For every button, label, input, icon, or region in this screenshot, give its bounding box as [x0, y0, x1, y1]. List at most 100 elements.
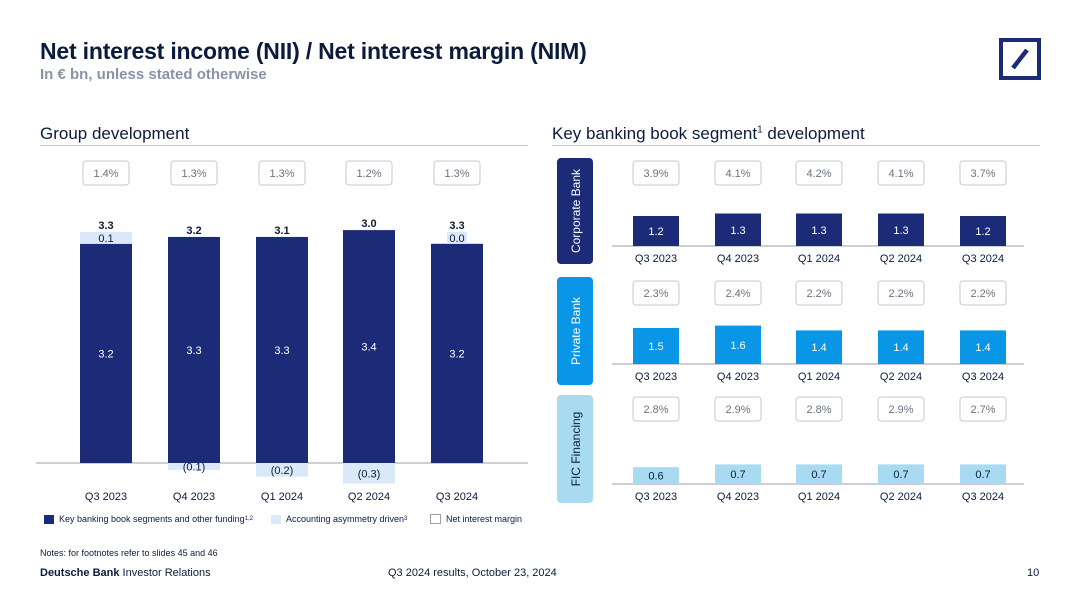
footer-brand: Deutsche Bank Investor Relations	[40, 567, 211, 579]
private-bank-bar-label: 1.4	[811, 342, 826, 354]
private-bank-x-tick-label: Q3 2023	[635, 371, 677, 383]
group-section-title: Group development	[40, 124, 190, 143]
private-bank-nim-label-box	[959, 280, 1007, 306]
private-bank-nim-label: 2.3%	[643, 288, 668, 300]
group-bar-segments	[256, 236, 308, 463]
fic-financing-bar-label: 0.6	[648, 471, 663, 483]
group-bar-segments	[168, 236, 220, 463]
fic-financing-bar-label: 0.7	[811, 469, 826, 481]
group-nim-label: 1.4%	[93, 168, 118, 180]
corporate-bank-nim-label: 3.9%	[643, 168, 668, 180]
group-bar-segments	[343, 230, 395, 463]
group-bar-asymmetry-label: (0.1)	[183, 461, 206, 473]
corporate-bank-x-tick-label: Q3 2023	[635, 253, 677, 265]
corporate-bank-bar	[715, 213, 761, 246]
fic-financing-nim-label-box	[632, 396, 680, 422]
private-bank-bar-label: 1.4	[893, 342, 908, 354]
fic-financing-bar-label: 0.7	[730, 469, 745, 481]
corporate-bank-bar-label: 1.2	[975, 226, 990, 238]
group-nim-label: 1.3%	[181, 168, 206, 180]
group-bar-segments-label: 3.3	[186, 345, 201, 357]
private-bank-x-tick-label: Q4 2023	[717, 371, 759, 383]
group-bar-segments-label: 3.2	[449, 348, 464, 360]
group-nim-label: 1.2%	[356, 168, 381, 180]
fic-financing-nim-label: 2.7%	[970, 404, 995, 416]
footer-date: Q3 2024 results, October 23, 2024	[388, 567, 557, 579]
corporate-bank-bar-label: 1.3	[811, 225, 826, 237]
page-title: Net interest income (NII) / Net interest…	[40, 38, 587, 64]
fic-financing-nim-label: 2.9%	[888, 404, 913, 416]
corporate-bank-tab-label: Corporate Bank	[569, 168, 583, 253]
private-bank-x-tick-label: Q2 2024	[880, 371, 922, 383]
group-x-tick-label: Q2 2024	[348, 491, 390, 503]
corporate-bank-nim-label-box	[714, 160, 762, 186]
corporate-bank-x-tick-label: Q3 2024	[962, 253, 1004, 265]
private-bank-x-tick-label: Q1 2024	[798, 371, 840, 383]
fic-financing-bar	[960, 464, 1006, 484]
group-nim-label: 1.3%	[444, 168, 469, 180]
group-x-tick-label: Q1 2024	[261, 491, 303, 503]
corporate-bank-x-tick-label: Q4 2023	[717, 253, 759, 265]
group-nim-label-box	[170, 160, 218, 186]
fic-financing-tab-label: FIC Financing	[569, 412, 583, 487]
group-bar-segments-label: 3.2	[98, 348, 113, 360]
group-bar-asymmetry-label: 0.1	[98, 233, 113, 245]
fic-financing-bar-label: 0.7	[975, 469, 990, 481]
group-total-label: 3.3	[98, 220, 113, 232]
group-bar-segments	[80, 243, 132, 463]
group-bar-asymmetry-label: (0.2)	[271, 465, 294, 477]
fic-financing-bar-label: 0.7	[893, 469, 908, 481]
legend-swatch-segments	[44, 514, 54, 524]
group-nim-label-box	[433, 160, 481, 186]
fic-financing-nim-label: 2.9%	[725, 404, 750, 416]
group-nim-label-box	[258, 160, 306, 186]
group-section-rule	[40, 145, 528, 146]
group-nim-label: 1.3%	[269, 168, 294, 180]
group-x-tick-label: Q4 2023	[173, 491, 215, 503]
fic-financing-x-tick-label: Q1 2024	[798, 491, 840, 503]
corporate-bank-nim-label-box	[877, 160, 925, 186]
corporate-bank-bar	[633, 216, 679, 246]
private-bank-nim-label: 2.4%	[725, 288, 750, 300]
private-bank-bar-label: 1.5	[648, 341, 663, 353]
fic-financing-bar	[878, 464, 924, 484]
private-bank-nim-label: 2.2%	[970, 288, 995, 300]
page-number: 10	[1027, 567, 1040, 579]
group-bar-segments-label: 3.4	[361, 342, 376, 354]
fic-financing-x-tick-label: Q3 2024	[962, 491, 1004, 503]
corporate-bank-nim-label-box	[795, 160, 843, 186]
private-bank-nim-label-box	[795, 280, 843, 306]
group-total-label: 3.3	[449, 220, 464, 232]
fic-financing-nim-label: 2.8%	[643, 404, 668, 416]
fic-financing-x-tick-label: Q4 2023	[717, 491, 759, 503]
fic-financing-nim-label-box	[714, 396, 762, 422]
group-x-tick-label: Q3 2024	[436, 491, 478, 503]
corporate-bank-nim-label-box	[632, 160, 680, 186]
legend-swatch-asymmetry	[271, 514, 281, 524]
group-bar-asymmetry-label: 0.0	[449, 233, 464, 245]
corporate-bank-tab	[557, 158, 593, 264]
segment-section-rule	[552, 145, 1040, 146]
group-bar-asymmetry	[168, 463, 220, 470]
segment-section-title: Key banking book segment1 development	[552, 124, 865, 143]
group-total-label: 3.2	[186, 225, 201, 237]
corporate-bank-bar	[960, 216, 1006, 246]
corporate-bank-bar-label: 1.3	[730, 225, 745, 237]
group-nim-label-box	[345, 160, 393, 186]
private-bank-bar	[633, 328, 679, 364]
group-bar-asymmetry	[447, 231, 467, 244]
fic-financing-x-tick-label: Q2 2024	[880, 491, 922, 503]
corporate-bank-nim-label: 3.7%	[970, 168, 995, 180]
corporate-bank-nim-label-box	[959, 160, 1007, 186]
group-total-label: 3.0	[361, 218, 376, 230]
fic-financing-bar	[715, 464, 761, 484]
fic-financing-bar	[633, 467, 679, 484]
private-bank-tab	[557, 277, 593, 385]
corporate-bank-bar-label: 1.2	[648, 226, 663, 238]
corporate-bank-bar-label: 1.3	[893, 225, 908, 237]
private-bank-nim-label: 2.2%	[806, 288, 831, 300]
group-bar-asymmetry	[256, 463, 308, 477]
private-bank-bar-label: 1.4	[975, 342, 990, 354]
corporate-bank-bar	[796, 213, 842, 246]
corporate-bank-nim-label: 4.1%	[725, 168, 750, 180]
